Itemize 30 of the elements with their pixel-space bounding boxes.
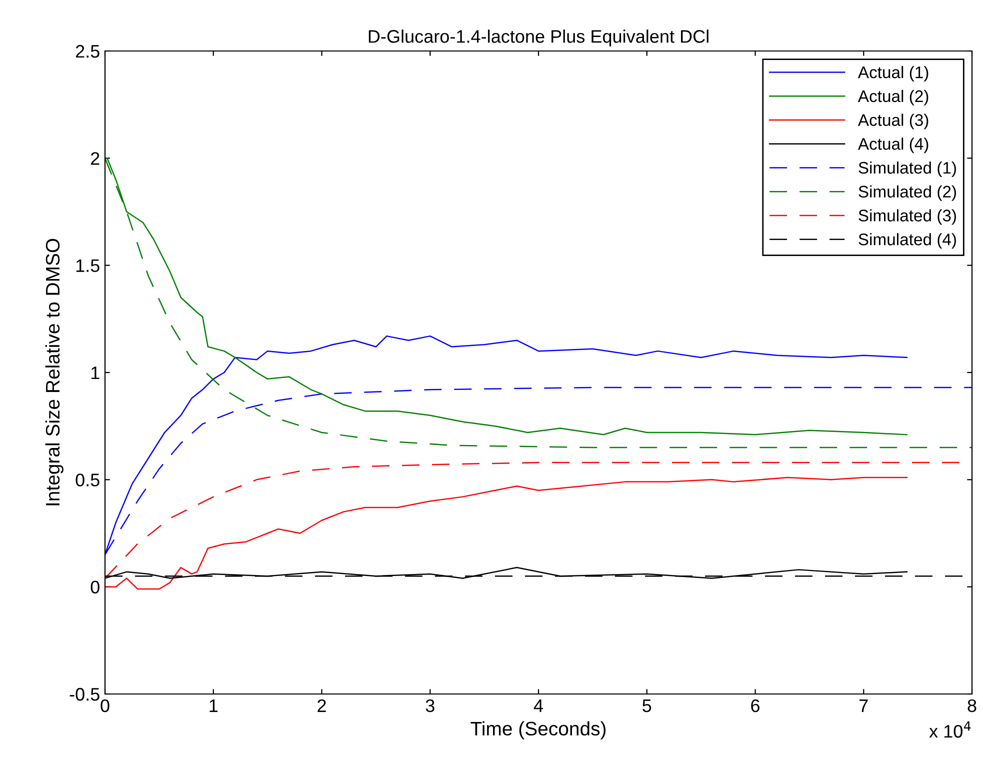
legend-label: Simulated (2) xyxy=(858,185,956,201)
y-tick-label: 0 xyxy=(90,580,100,594)
x-axis-title: Time (Seconds) xyxy=(470,721,606,740)
legend-label: Actual (4) xyxy=(858,138,928,154)
x-tick-label: 3 xyxy=(426,699,434,712)
y-tick-label: 2 xyxy=(91,152,100,165)
legend-label: Actual (2) xyxy=(858,90,928,106)
legend-label: Simulated (4) xyxy=(858,233,956,249)
legend-label: Simulated (3) xyxy=(858,209,956,225)
x-tick-label: 2 xyxy=(318,699,326,712)
line-series xyxy=(105,476,908,590)
x-tick-label: 6 xyxy=(751,699,760,712)
legend-label: Actual (1) xyxy=(858,66,928,82)
text: x 10$^{4}$ xyxy=(929,721,971,738)
y-tick-label: -0.5 xyxy=(70,688,100,701)
legend-label: Simulated (1) xyxy=(858,161,956,178)
chart-title: D-Glucaro-1.4-lactone Plus Equivalent DCl xyxy=(368,30,708,46)
x-tick-label: 1 xyxy=(210,700,218,712)
y-tick-label: 1.5 xyxy=(76,259,100,272)
x-tick-label: 5 xyxy=(642,700,652,712)
y-tick-label: 2.5 xyxy=(76,44,100,58)
y-tick-label: 0.5 xyxy=(76,474,100,486)
x-tick-label: 0 xyxy=(100,699,110,712)
x-tick-label: 8 xyxy=(968,699,976,712)
x-tick-label: 4 xyxy=(534,700,543,712)
legend-label: Actual (3) xyxy=(858,114,928,130)
line-series xyxy=(105,462,962,579)
y-axis-title: Integral Size Relative to DMSO xyxy=(45,238,64,506)
x-tick-label: 7 xyxy=(860,700,868,712)
y-tick-label: 1 xyxy=(91,366,100,380)
